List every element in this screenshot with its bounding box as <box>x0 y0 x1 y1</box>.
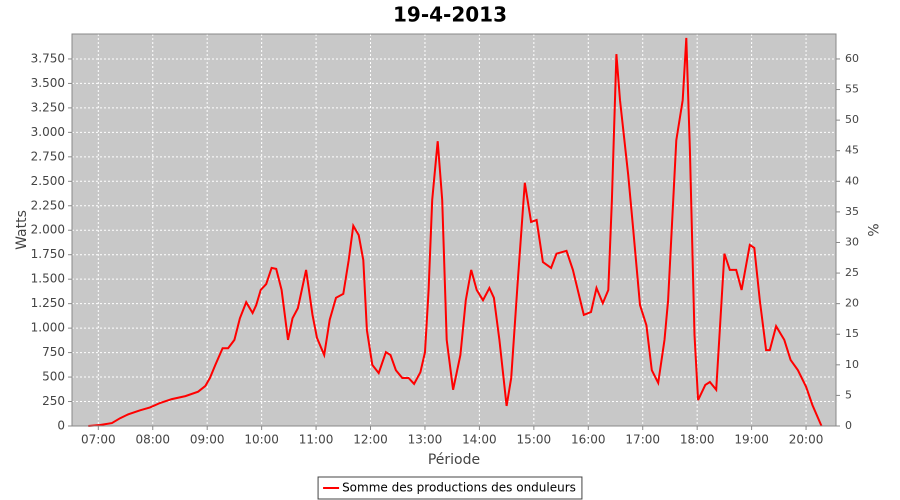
plot-border <box>71 33 837 427</box>
x-tick-label: 08:00 <box>135 433 170 447</box>
y-tick-label: 1.000 <box>31 321 65 335</box>
x-tick-label: 16:00 <box>571 433 606 447</box>
y2-tick-label: 5 <box>845 388 852 401</box>
x-tick-label: 15:00 <box>517 433 552 447</box>
y2-tick-label: 15 <box>845 327 859 340</box>
y-tick-label: 1.500 <box>31 272 65 286</box>
x-tick-label: 10:00 <box>244 433 279 447</box>
y-tick-label: 2.750 <box>31 149 65 163</box>
y2-tick-label: 50 <box>845 113 859 126</box>
x-tick-label: 09:00 <box>190 433 225 447</box>
y-tick-label: 3.000 <box>31 125 65 139</box>
y2-tick-label: 55 <box>845 83 859 96</box>
y-tick-label: 1.250 <box>31 296 65 310</box>
y2-axis-label: % <box>864 223 880 236</box>
x-tick-label: 18:00 <box>680 433 715 447</box>
y2-tick-label: 30 <box>845 235 859 248</box>
y2-tick-label: 10 <box>845 358 859 371</box>
x-tick-label: 14:00 <box>462 433 497 447</box>
chart-title: 19-4-2013 <box>393 3 507 27</box>
x-tick-label: 17:00 <box>625 433 660 447</box>
x-tick-label: 12:00 <box>353 433 388 447</box>
line-series <box>88 37 823 427</box>
y2-tick-label: 60 <box>845 52 859 65</box>
y-tick-label: 3.250 <box>31 100 65 114</box>
y2-tick-label: 45 <box>845 144 859 157</box>
y-tick-label: 250 <box>42 394 65 408</box>
x-tick-label: 20:00 <box>789 433 824 447</box>
legend-box <box>317 476 583 500</box>
x-tick-label: 07:00 <box>81 433 116 447</box>
y-tick-label: 0 <box>57 419 65 433</box>
y2-tick-label: 35 <box>845 205 859 218</box>
y-tick-label: 2.250 <box>31 198 65 212</box>
x-tick-label: 13:00 <box>408 433 443 447</box>
legend: Somme des productions des onduleurs <box>317 476 583 500</box>
y-tick-label: 2.500 <box>31 174 65 188</box>
y-tick-label: 3.500 <box>31 76 65 90</box>
y-tick-label: 500 <box>42 370 65 384</box>
y-tick-label: 750 <box>42 345 65 359</box>
y2-tick-label: 25 <box>845 266 859 279</box>
y-tick-label: 1.750 <box>31 247 65 261</box>
legend-label: Somme des productions des onduleurs <box>342 481 576 495</box>
y2-tick-label: 0 <box>845 419 852 432</box>
y-tick-label: 2.000 <box>31 223 65 237</box>
y-axis-label: Watts <box>14 210 30 250</box>
x-axis-label: Période <box>428 452 480 468</box>
x-tick-label: 11:00 <box>299 433 334 447</box>
y-tick-label: 3.750 <box>31 51 65 65</box>
y2-tick-label: 20 <box>845 297 859 310</box>
y2-tick-label: 40 <box>845 174 859 187</box>
x-tick-label: 19:00 <box>734 433 769 447</box>
